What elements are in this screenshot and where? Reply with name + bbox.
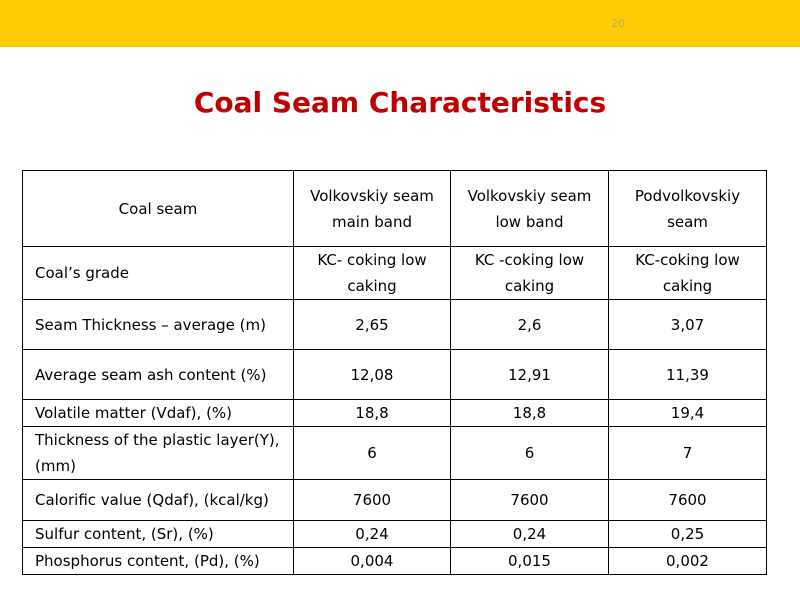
table-cell: KC -coking low caking [450,246,609,300]
table-row: Coal’s grade KC- coking low caking KC -cok… [22,246,767,300]
table-cell: 0,24 [293,520,451,548]
table-row: Sulfur content, (Sr), (%) 0,24 0,24 0,25 [22,520,767,548]
page-number: 20 [611,17,625,30]
table-cell: 7600 [450,479,609,521]
table-row: Seam Thickness – average (m) 2,65 2,6 3,07 [22,299,767,350]
slide-title: Coal Seam Characteristics [193,86,607,119]
header-cell: Coal seam [22,170,294,247]
table-row: Average seam ash content (%) 12,08 12,91 11… [22,349,767,400]
table-cell: 19,4 [608,399,767,427]
table-cell: 18,8 [293,399,451,427]
table-cell: 0,002 [608,547,767,575]
table-cell: Coal’s grade [22,246,294,300]
table-cell: 12,91 [450,349,609,400]
table-cell: 12,08 [293,349,451,400]
header-bar [0,0,800,47]
table-cell: 0,004 [293,547,451,575]
header-cell: Volkovskiy seam low band [450,170,609,247]
table-cell: 0,25 [608,520,767,548]
table-cell: 7600 [293,479,451,521]
table-cell: 0,24 [450,520,609,548]
table-cell: 6 [293,426,451,480]
table-cell: Sulfur content, (Sr), (%) [22,520,294,548]
header-cell: Volkovskiy seam main band [293,170,451,247]
table-cell: Thickness of the plastic layer(Y),(mm) [22,426,294,480]
table-cell: 6 [450,426,609,480]
header-row: Coal seam Volkovskiy seam main band Volkov… [22,170,767,247]
table-cell: Calorific value (Qdaf), (kcal/kg) [22,479,294,521]
header-cell: Podvolkovskiy seam [608,170,767,247]
table-cell: KC-coking low caking [608,246,767,300]
table-cell: 18,8 [450,399,609,427]
data-table: Coal seam Volkovskiy seam main band Volkov… [22,170,767,575]
table-cell: 7 [608,426,767,480]
table-row: Thickness of the plastic layer(Y),(mm) 6 6… [22,426,767,480]
table-cell: Volatile matter (Vdaf), (%) [22,399,294,427]
table-cell: Phosphorus content, (Pd), (%) [22,547,294,575]
table-cell: Seam Thickness – average (m) [22,299,294,350]
table-cell: 7600 [608,479,767,521]
table-row: Calorific value (Qdaf), (kcal/kg) 7600 760… [22,479,767,521]
table-row: Volatile matter (Vdaf), (%) 18,8 18,8 19,4 [22,399,767,427]
table-cell: 11,39 [608,349,767,400]
table-row: Phosphorus content, (Pd), (%) 0,004 0,015 0… [22,547,767,575]
table-cell: 2,6 [450,299,609,350]
table-cell: Average seam ash content (%) [22,349,294,400]
table-cell: 3,07 [608,299,767,350]
table-cell: 2,65 [293,299,451,350]
table-cell: 0,015 [450,547,609,575]
table-cell: KC- coking low caking [293,246,451,300]
